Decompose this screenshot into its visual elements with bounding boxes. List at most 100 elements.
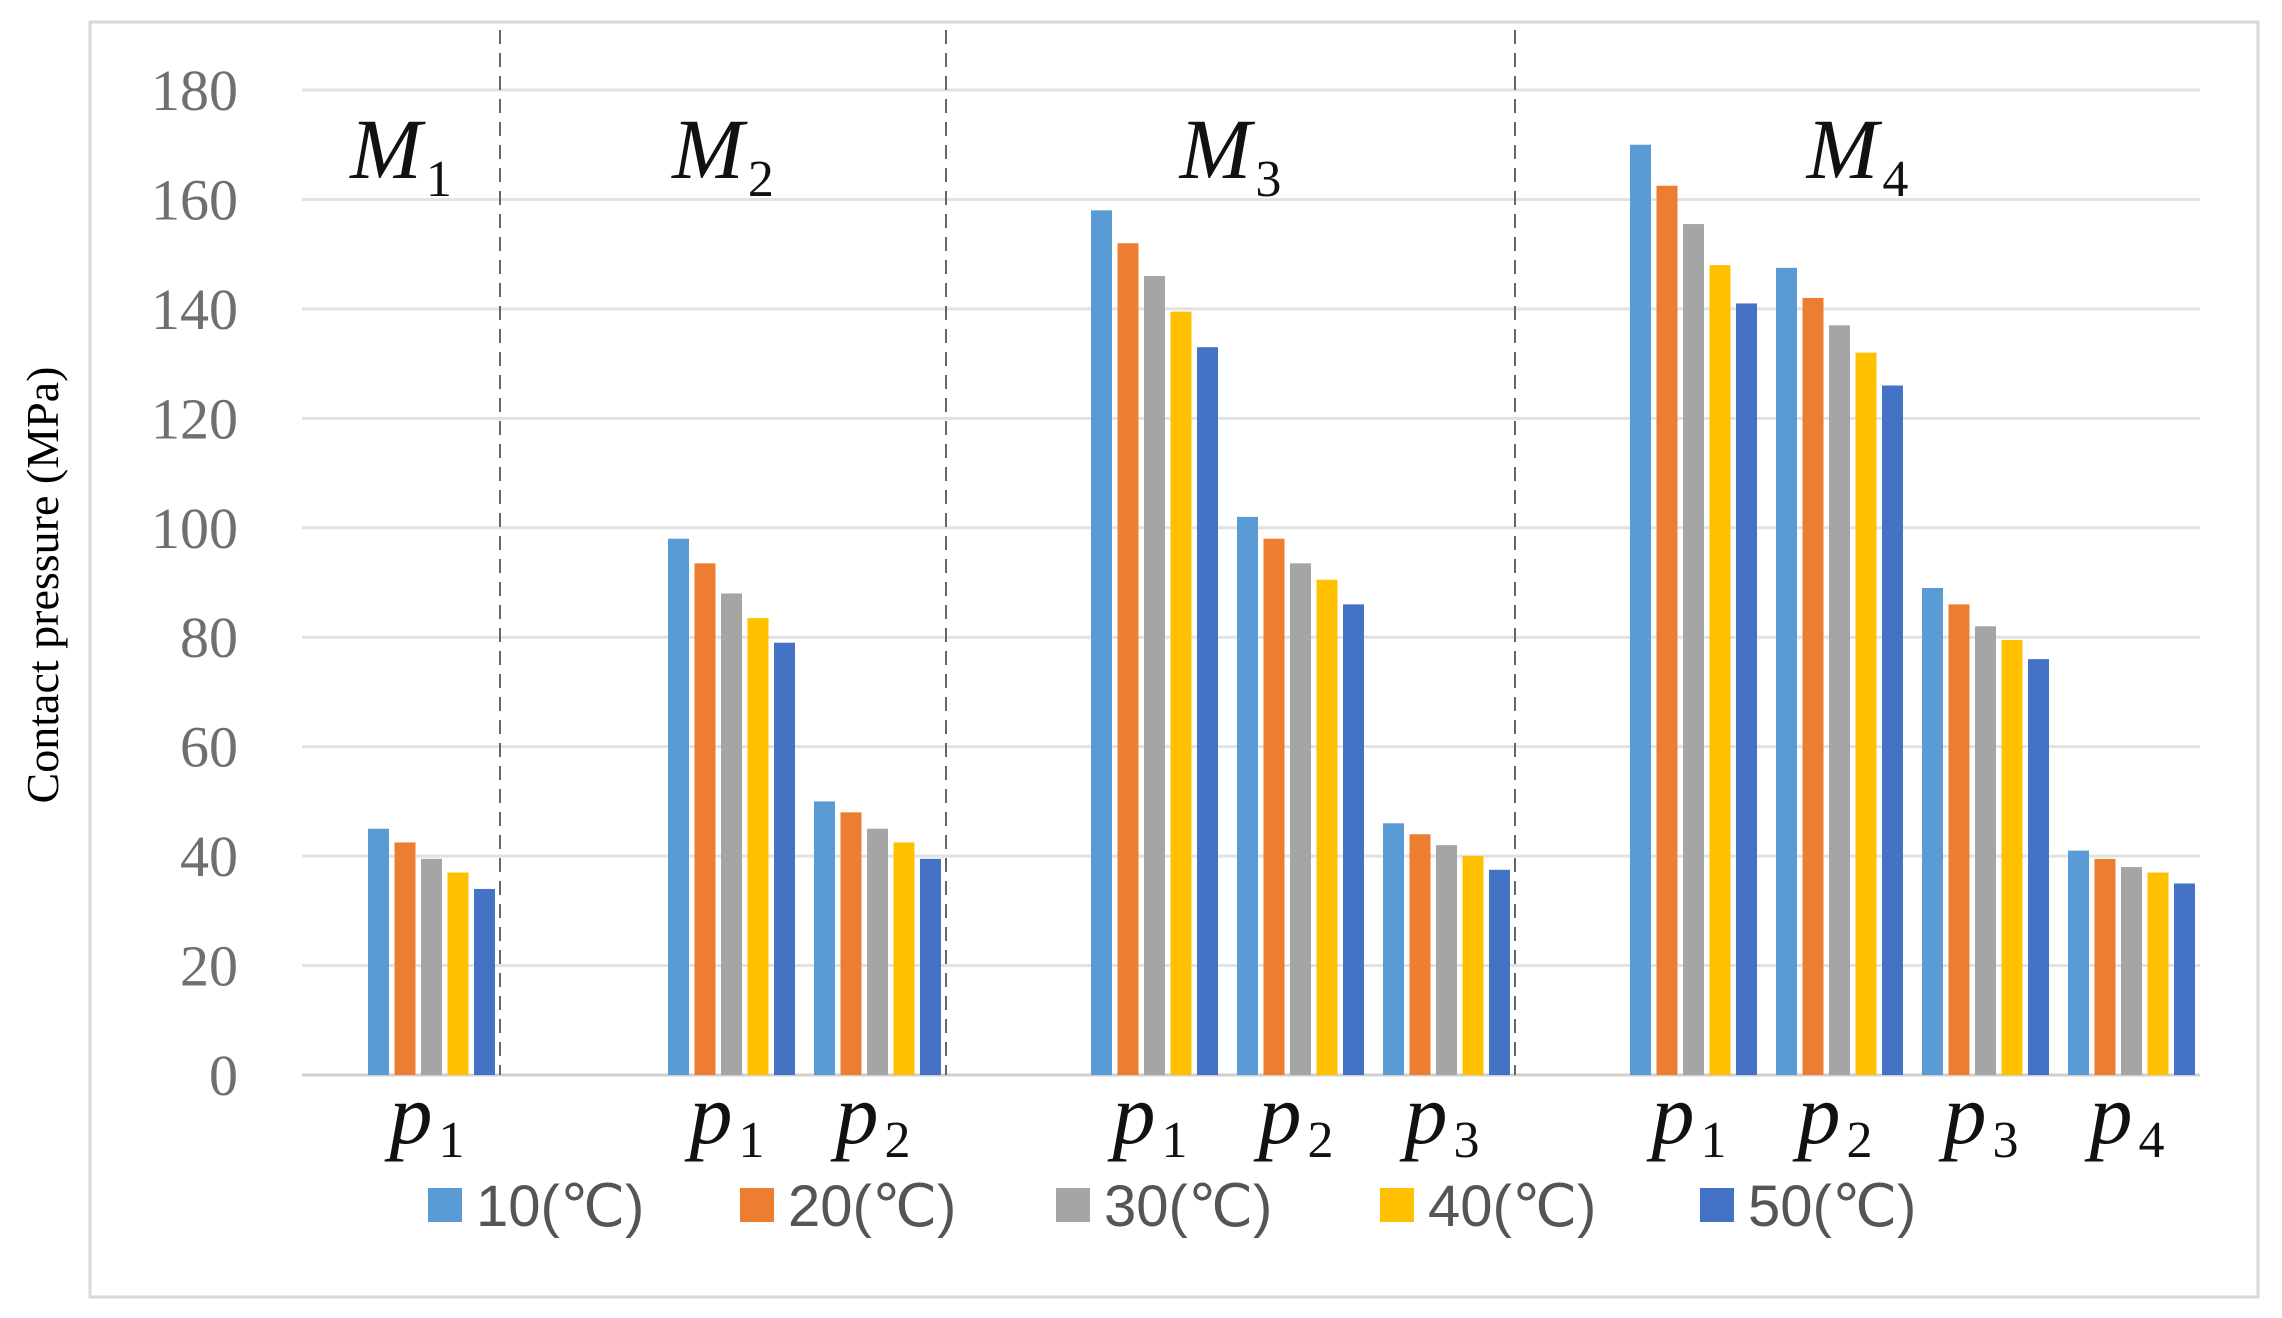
group-label: M2 [670, 101, 774, 208]
category-label-letter: p [1399, 1066, 1448, 1162]
legend-label: 50(℃) [1748, 1174, 1916, 1239]
group-label-letter: M [1805, 101, 1883, 197]
bars [368, 144, 2195, 1076]
category-label-sub: 3 [1454, 1112, 1480, 1169]
category-label-letter: p [684, 1066, 733, 1162]
bar-m2-p1-s1 [668, 538, 689, 1075]
bar-m4-p4-s5 [2174, 883, 2195, 1075]
bar-m4-p2-s5 [1882, 385, 1903, 1075]
legend-swatch [428, 1188, 462, 1222]
bar-m4-p2-s3 [1829, 325, 1850, 1075]
bar-m1-p1-s5 [474, 888, 495, 1075]
group-label-letter: M [1178, 101, 1256, 197]
bar-m3-p2-s1 [1237, 516, 1258, 1075]
group-label-sub: 4 [1882, 151, 1908, 208]
bar-m2-p2-s3 [867, 828, 888, 1075]
group-label: M1 [348, 101, 452, 208]
bar-m4-p1-s2 [1656, 185, 1678, 1075]
bar-m3-p2-s3 [1290, 563, 1311, 1075]
group-label-sub: 3 [1255, 151, 1281, 208]
category-label-sub: 3 [1993, 1112, 2019, 1169]
category-label-sub: 4 [2139, 1112, 2165, 1169]
bar-m3-p1-s1 [1091, 210, 1112, 1075]
bar-m1-p1-s2 [394, 842, 416, 1075]
legend-swatch [1700, 1188, 1734, 1222]
bar-m4-p2-s1 [1776, 267, 1797, 1075]
legend-label: 30(℃) [1104, 1174, 1272, 1239]
bar-m1-p1-s3 [421, 858, 442, 1075]
legend-swatch [1056, 1188, 1090, 1222]
legend-swatch [1380, 1188, 1414, 1222]
legend-label: 10(℃) [476, 1174, 644, 1239]
y-tick-label: 60 [180, 715, 238, 780]
bar-m4-p4-s4 [2147, 872, 2169, 1075]
bar-m1-p1-s1 [368, 828, 389, 1075]
category-label-sub: 2 [1308, 1112, 1334, 1169]
group-label: M4 [1805, 101, 1909, 208]
category-label-letter: p [384, 1066, 433, 1162]
bar-m3-p3-s4 [1462, 856, 1484, 1075]
legend-label: 20(℃) [788, 1174, 956, 1239]
bar-m2-p2-s2 [840, 812, 862, 1075]
bar-m3-p3-s1 [1383, 823, 1404, 1075]
bar-m4-p2-s2 [1802, 297, 1824, 1075]
category-label-sub: 1 [1701, 1112, 1727, 1169]
bar-m4-p1-s3 [1683, 224, 1704, 1075]
bar-m4-p4-s3 [2121, 867, 2142, 1075]
y-tick-label: 140 [151, 277, 238, 342]
bar-m4-p3-s2 [1948, 604, 1970, 1075]
bar-m2-p2-s1 [814, 801, 835, 1075]
bar-m2-p1-s5 [774, 642, 795, 1075]
y-tick-label: 180 [151, 58, 238, 123]
category-label-letter: p [1107, 1066, 1156, 1162]
category-label-letter: p [1792, 1066, 1841, 1162]
legend-label: 40(℃) [1428, 1174, 1596, 1239]
category-label-sub: 1 [439, 1112, 465, 1169]
bar-m4-p3-s4 [2001, 639, 2023, 1075]
bar-m4-p1-s5 [1736, 303, 1757, 1076]
y-tick-label: 40 [180, 824, 238, 889]
group-label: M3 [1178, 101, 1282, 208]
y-tick-label: 100 [151, 496, 238, 561]
bar-m2-p2-s4 [893, 842, 915, 1075]
bar-m4-p4-s1 [2068, 850, 2089, 1075]
bar-m3-p1-s2 [1117, 243, 1139, 1075]
bar-m3-p2-s5 [1343, 604, 1364, 1075]
y-tick-label: 80 [180, 605, 238, 670]
bar-m2-p1-s4 [747, 618, 769, 1075]
legend: 10(℃) 20(℃) 30(℃) 40(℃) 50(℃) [428, 1174, 1916, 1239]
group-label-sub: 1 [426, 151, 452, 208]
y-axis: 0 20 40 60 80 100 120 140 160 180 Contact pressure… [17, 58, 238, 1108]
group-dividers [499, 30, 1516, 1075]
bar-m2-p1-s2 [694, 563, 716, 1075]
bar-m4-p3-s5 [2028, 659, 2049, 1075]
category-label-letter: p [1938, 1066, 1987, 1162]
group-label-sub: 2 [748, 151, 774, 208]
bar-m3-p3-s3 [1436, 845, 1457, 1075]
category-label-sub: 2 [1847, 1112, 1873, 1169]
y-tick-label: 160 [151, 167, 238, 232]
category-label-letter: p [830, 1066, 879, 1162]
category-label-letter: p [1646, 1066, 1695, 1162]
bar-m2-p2-s5 [920, 858, 941, 1075]
bar-m3-p2-s4 [1316, 579, 1338, 1075]
bar-m3-p2-s2 [1263, 538, 1285, 1075]
y-tick-label: 120 [151, 386, 238, 451]
bar-m4-p2-s4 [1855, 352, 1877, 1076]
bar-m4-p1-s1 [1630, 144, 1651, 1075]
category-label-sub: 1 [1162, 1112, 1188, 1169]
bar-m3-p1-s3 [1144, 276, 1165, 1075]
category-label-letter: p [1253, 1066, 1302, 1162]
group-label-letter: M [348, 101, 426, 197]
y-tick-label: 0 [209, 1043, 238, 1108]
bar-m1-p1-s4 [447, 872, 469, 1075]
